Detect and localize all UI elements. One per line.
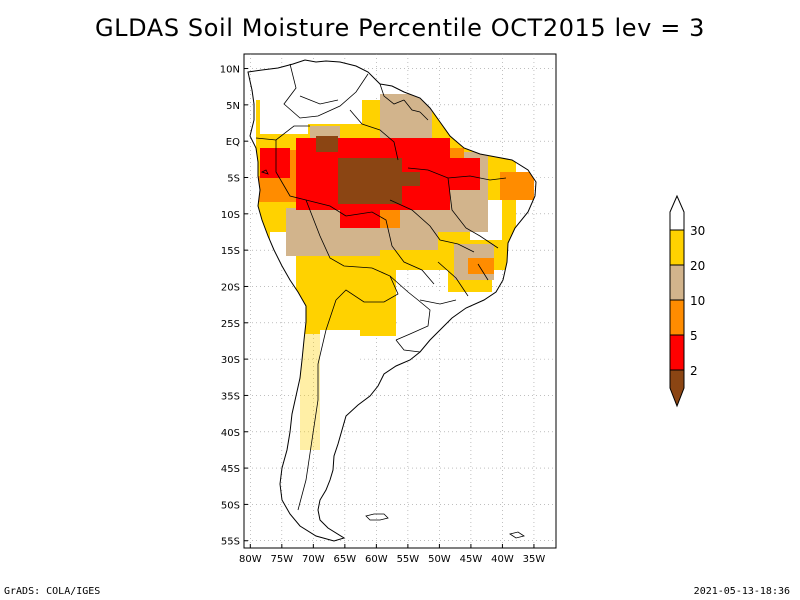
lat-tick-label: 25S bbox=[221, 319, 240, 330]
lon-tick-label: 35W bbox=[523, 554, 546, 565]
legend-swatch-10-20 bbox=[669, 264, 685, 301]
lon-tick-label: 40W bbox=[491, 554, 514, 565]
lon-tick-label: 80W bbox=[239, 554, 262, 565]
legend-swatch-above30 bbox=[669, 194, 685, 231]
lon-tick-label: 65W bbox=[334, 554, 357, 565]
longitude-labels: 80W 75W 70W 65W 60W 55W 50W 45W 40W 35W bbox=[239, 544, 545, 565]
lon-tick-label: 75W bbox=[271, 554, 294, 565]
lon-tick-label: 45W bbox=[460, 554, 483, 565]
islands bbox=[260, 169, 525, 539]
legend-swatch-5-10 bbox=[669, 299, 685, 336]
lat-tick-label: 10S bbox=[221, 210, 240, 221]
country-borders bbox=[255, 63, 507, 511]
lat-tick-label: 55S bbox=[221, 537, 240, 548]
lat-tick-label: 40S bbox=[221, 428, 240, 439]
lat-tick-label: 10N bbox=[220, 65, 240, 76]
lat-tick-label: 45S bbox=[221, 464, 240, 475]
lat-tick-label: 5N bbox=[226, 101, 240, 112]
legend-swatch-2-5 bbox=[669, 334, 685, 371]
legend-label: 10 bbox=[690, 294, 705, 308]
soil-moisture-field bbox=[256, 60, 536, 541]
footer-credit: GrADS: COLA/IGES bbox=[4, 586, 101, 597]
lat-tick-label: 20S bbox=[221, 282, 240, 293]
lat-tick-label: 35S bbox=[221, 391, 240, 402]
lat-tick-label: 15S bbox=[221, 246, 240, 257]
legend-label: 20 bbox=[690, 259, 705, 273]
lat-tick-label: 30S bbox=[221, 355, 240, 366]
legend-label: 30 bbox=[690, 224, 705, 238]
lat-tick-label: 5S bbox=[227, 174, 240, 185]
legend-label: 5 bbox=[690, 329, 698, 343]
lat-tick-label: 50S bbox=[221, 500, 240, 511]
lon-tick-label: 55W bbox=[397, 554, 420, 565]
lon-tick-label: 60W bbox=[365, 554, 388, 565]
colorbar-legend: 30 20 10 5 2 bbox=[669, 194, 705, 408]
lon-tick-label: 50W bbox=[428, 554, 451, 565]
footer-timestamp: 2021-05-13-18:36 bbox=[693, 586, 790, 597]
legend-swatch-20-30 bbox=[669, 229, 685, 266]
map-panel: 10N5NEQ5S10S15S20S25S30S35S40S45S50S55S … bbox=[220, 53, 557, 565]
latitude-labels: 10N 5N EQ 5S 10S 15S 20S 25S 30S 35S 40S 45S 50S 55S bbox=[220, 65, 248, 548]
region-brown bbox=[316, 136, 420, 204]
legend-swatch-below2 bbox=[669, 369, 685, 408]
legend-label: 2 bbox=[690, 364, 698, 378]
map-title: GLDAS Soil Moisture Percentile OCT2015 l… bbox=[94, 14, 706, 42]
lat-tick-label: EQ bbox=[226, 137, 240, 148]
lon-tick-label: 70W bbox=[302, 554, 325, 565]
